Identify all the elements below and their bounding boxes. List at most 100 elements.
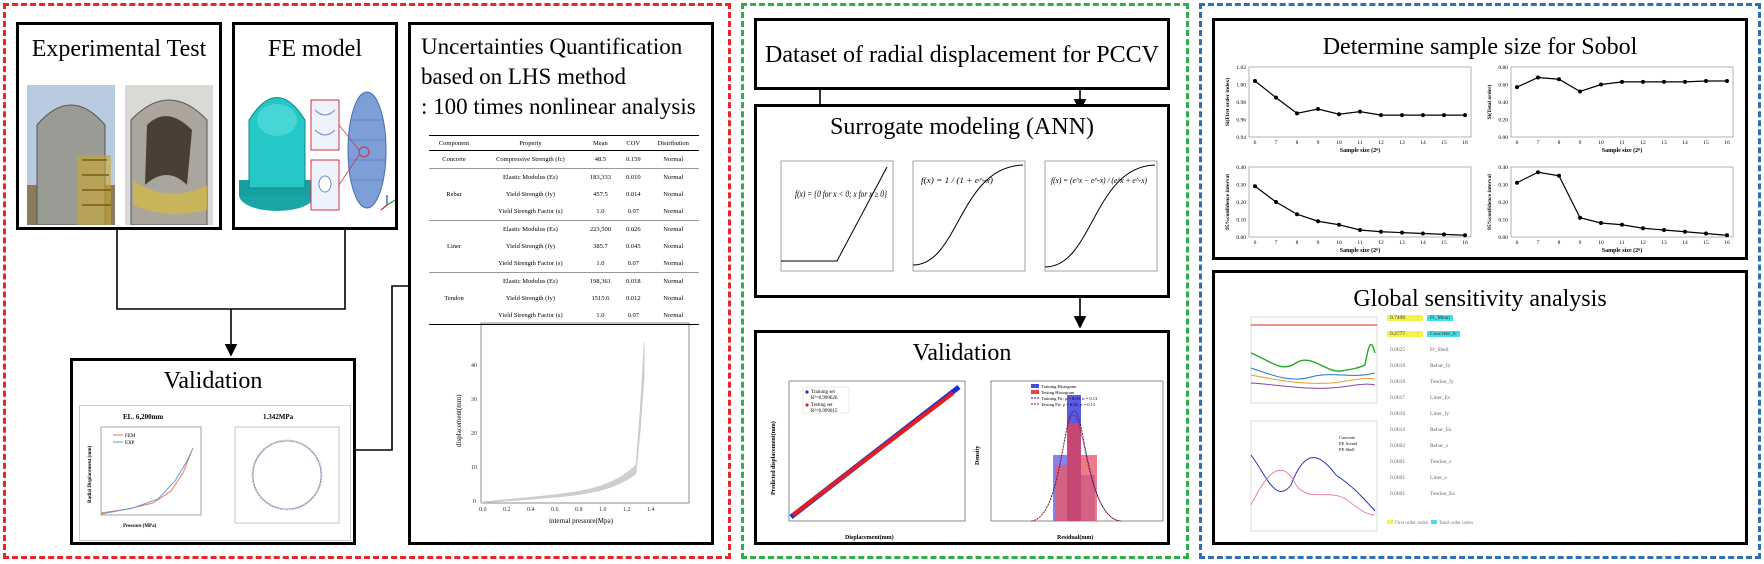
sobol-xtick: 15	[1703, 140, 1709, 146]
section-red	[3, 3, 731, 559]
table-row: Elastic Modulus (Es) 223,500 0.026 Normal	[429, 220, 699, 238]
svg-text:0.4: 0.4	[527, 507, 535, 513]
section-blue	[1199, 3, 1761, 559]
plot1-title: EL. 6,200mm	[123, 413, 164, 421]
svg-text:0.0: 0.0	[479, 507, 487, 513]
sobol-xtick: 7	[1537, 240, 1540, 246]
sobol-ytick: 0.00	[1498, 135, 1508, 141]
sobol-point	[1400, 113, 1404, 118]
sobol-xtick: 15	[1441, 240, 1447, 246]
sobol-point	[1683, 229, 1687, 234]
uq-title-line2: based on LHS method	[421, 64, 627, 89]
sobol-point	[1599, 82, 1603, 87]
sobol-point	[1725, 233, 1729, 238]
sobol-xtick: 13	[1399, 140, 1405, 146]
gsa-name: Concrete_fc	[1427, 331, 1460, 337]
sobol-point	[1253, 79, 1257, 83]
sobol-ytick: 0.40	[1236, 165, 1246, 171]
gsa-value: 0.0017	[1390, 395, 1406, 401]
scatter-xlabel: Displacement(mm)	[845, 534, 894, 541]
gsa-name: Liner_fy	[1430, 411, 1450, 417]
gsa-box: Global sensitivity analysis Concrete FE …	[1212, 270, 1748, 545]
hist-legend-test: Testing Histogram	[1041, 390, 1075, 395]
sobol-ytick: 0.40	[1498, 100, 1508, 106]
hist-ylabel: Density	[975, 446, 981, 465]
sobol-plots: 0.94 0.96 0.98 1.00 1.02 6 7 8 9 10 11 12 13 14 15 16 Sa…	[1224, 65, 1734, 254]
experimental-test-title: Experimental Test	[31, 36, 207, 62]
legend-testing: Testing set	[811, 403, 833, 408]
sobol-ytick: 0.60	[1498, 83, 1508, 89]
plot2-title: 1.342MPa	[263, 413, 294, 421]
sobol-ytick: 0.94	[1236, 135, 1246, 141]
validation-mid-title: Validation	[912, 340, 1012, 366]
gsa-list-item: 0.0018 Tendon_fy	[1387, 379, 1457, 389]
sobol-ytick: 0.10	[1236, 218, 1246, 224]
sobol-ytick: 0.30	[1236, 183, 1246, 189]
gsa-name: Liner_Es	[1430, 395, 1451, 401]
sobol-xtick: 10	[1336, 140, 1342, 146]
sobol-point	[1536, 170, 1540, 175]
uncertainty-table: Component Property Mean COV Distribution…	[429, 135, 699, 325]
gsa-list-item: 0.0001 Tendon_s	[1387, 459, 1454, 469]
sobol-ylabel: Si(First order index)	[1224, 78, 1231, 126]
sobol-point	[1641, 226, 1645, 231]
sobol-xlabel: Sample size (2ⁿ)	[1602, 147, 1642, 154]
sobol-xlabel: Sample size (2ⁿ)	[1602, 247, 1642, 254]
gsa-value: 0.0025	[1390, 347, 1406, 353]
sobol-xtick: 6	[1516, 140, 1519, 146]
gsa-value: 0.0001	[1390, 491, 1406, 497]
uq-displacement-plot: 0.0 0.2 0.4 0.6 0.8 1.0 1.2 1.4 0 10 20 30 40 inter…	[455, 322, 690, 525]
gsa-list-item: 0.0001 Liner_s	[1387, 475, 1450, 485]
relu-plot: f(x) = {0 for x < 0; x for x ≥ 0}	[780, 160, 894, 272]
uq-box: Uncertainties Quantification based on LH…	[408, 22, 714, 545]
sobol-point	[1463, 113, 1467, 118]
sobol-point	[1620, 79, 1624, 84]
table-row: Elastic Modulus (Es) 183,333 0.010 Normal	[429, 168, 699, 186]
sobol-point	[1620, 222, 1624, 227]
dataset-box: Dataset of radial displacement for PCCV	[754, 18, 1170, 90]
gsa-value: 0.0018	[1390, 379, 1406, 385]
sobol-xtick: 14	[1420, 140, 1426, 146]
sobol-xtick: 12	[1640, 140, 1646, 146]
gsa-ranking-list: 0.7496 Ft_Mean 0.2777 Concrete_fc 0.0025 Ft_S…	[1387, 315, 1577, 535]
sobol-ytick: 0.00	[1498, 235, 1508, 241]
table-row: Yield Strength Factor (s) 1.0 0.07 Normal	[429, 307, 699, 325]
gsa-list-item: 0.7496 Ft_Mean	[1387, 315, 1453, 325]
gsa-title: Global sensitivity analysis	[1353, 286, 1607, 312]
gsa-list-item: 0.0016 Liner_fy	[1387, 411, 1452, 421]
gsa-list-item: 0.0025 Ft_Shell	[1387, 347, 1452, 357]
gsa-name: Rebar_fy	[1430, 363, 1451, 369]
svg-text:1.0: 1.0	[599, 507, 607, 513]
sobol-point	[1704, 79, 1708, 83]
sobol-ylabel: 95%confidence interval	[1225, 174, 1231, 230]
experimental-test-box: Experimental Test	[16, 22, 222, 230]
plot1-ylabel: Radial Displacement (mm)	[88, 445, 93, 503]
uq-xlabel: internal pressure(Mpa)	[549, 517, 614, 525]
sobol-xtick: 14	[1420, 240, 1426, 246]
sobol-point	[1463, 233, 1467, 238]
svg-text:40: 40	[471, 363, 477, 369]
sobol-point	[1725, 79, 1729, 83]
table-row: Tendon Yield Strength (fy) 1515.6 0.012 Norm…	[444, 295, 684, 302]
sobol-line-ci1	[1254, 185, 1466, 236]
sobol-point	[1704, 231, 1708, 236]
sigmoid-formula: f(x) = 1 / (1 + e^-x)	[921, 176, 993, 185]
svg-text:1.4: 1.4	[647, 507, 655, 513]
sobol-xtick: 16	[1724, 140, 1730, 146]
sobol-ytick: 0.40	[1498, 165, 1508, 171]
th-distribution: Distribution	[647, 135, 699, 151]
sobol-xtick: 13	[1661, 240, 1667, 246]
sobol-point	[1337, 112, 1341, 117]
sobol-xtick: 11	[1619, 240, 1625, 246]
sobol-point	[1421, 231, 1425, 236]
plot1-xlabel: Pressure (MPa)	[123, 524, 157, 529]
gsa-name: Tendon_s	[1430, 459, 1452, 465]
sobol-point	[1599, 221, 1603, 225]
scatter-ylabel: Predicted displacement(mm)	[770, 421, 777, 495]
gsa-legend: First order index Total order index	[1387, 520, 1473, 526]
sobol-point	[1557, 173, 1561, 178]
sobol-xtick: 13	[1661, 140, 1667, 146]
sobol-point	[1274, 200, 1278, 204]
gsa-value: 0.0018	[1390, 363, 1406, 369]
gsa-value: 0.0014	[1390, 427, 1406, 433]
